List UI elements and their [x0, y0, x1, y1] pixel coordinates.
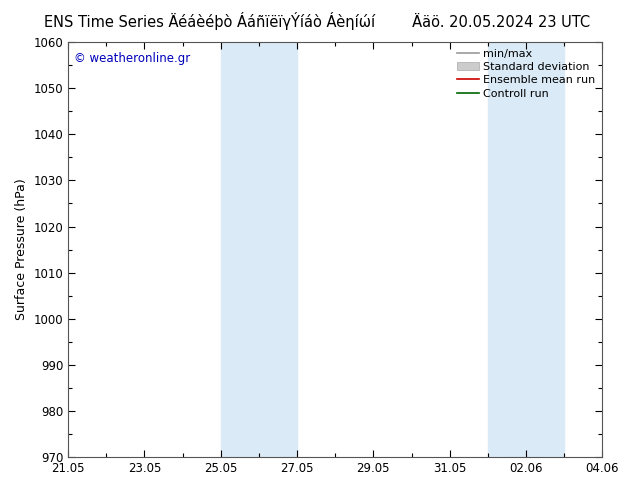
Text: ENS Time Series Äéáèéþò ÁáñïëïγÝíáò Áèηíώí        Ääö. 20.05.2024 23 UTC: ENS Time Series Äéáèéþò ÁáñïëïγÝíáò Áèηí… [44, 12, 590, 30]
Y-axis label: Surface Pressure (hPa): Surface Pressure (hPa) [15, 179, 28, 320]
Text: © weatheronline.gr: © weatheronline.gr [74, 52, 190, 66]
Bar [259, 42, 297, 457]
Bar [221, 42, 259, 457]
Bar [488, 42, 526, 457]
Bar [526, 42, 564, 457]
Legend: min/max, Standard deviation, Ensemble mean run, Controll run: min/max, Standard deviation, Ensemble me… [452, 44, 600, 103]
